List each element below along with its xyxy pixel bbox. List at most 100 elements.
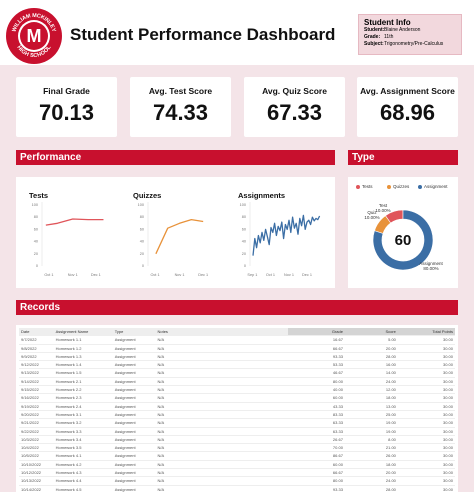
logo-letter: M — [27, 26, 42, 46]
table-cell: Homework 4.5 — [53, 485, 113, 492]
table-cell: Assignment — [112, 344, 156, 353]
table-cell: 30.00 — [397, 485, 455, 492]
table-row: 9/12/2022 Homework 1.4 Assignment N/A 53.33 1… — [19, 360, 455, 370]
table-cell: 30.00 — [397, 443, 455, 453]
table-cell: Assignment — [112, 368, 156, 378]
table-cell: 9/21/2022 — [19, 418, 54, 428]
section-header: Type — [348, 150, 458, 165]
table-cell: 43.33 — [287, 402, 345, 411]
table-cell: 20.00 — [344, 468, 398, 478]
table-cell: 14.00 — [344, 368, 398, 378]
table-cell: 26.67 — [287, 435, 345, 445]
table-cell: Homework 2.4 — [53, 402, 113, 411]
table-cell: 30.00 — [397, 402, 455, 411]
column-header: Grade — [287, 328, 345, 337]
info-label: Subject: — [364, 41, 384, 47]
column-header: Date — [19, 328, 54, 337]
table-cell: N/A — [155, 344, 288, 353]
table-cell: 10/5/2022 — [19, 451, 54, 461]
table-cell: N/A — [155, 385, 288, 395]
table-cell: 25.00 — [344, 410, 398, 420]
table-cell: Homework 3.1 — [53, 410, 113, 420]
section-header: Records — [16, 300, 458, 315]
table-cell: Assignment — [112, 393, 156, 403]
info-field: Student:Blaine Anderson — [364, 27, 456, 34]
table-cell: 66.67 — [287, 468, 345, 478]
table-cell: Assignment — [112, 460, 156, 470]
table-row: 9/13/2022 Homework 1.5 Assignment N/A 46.67 1… — [19, 368, 455, 378]
table-cell: N/A — [155, 418, 288, 428]
table-cell: Assignment — [112, 335, 156, 345]
school-logo: WILLIAM MCKINLEY HIGH SCHOOL M — [6, 8, 62, 64]
table-cell: N/A — [155, 451, 288, 461]
table-row: 9/22/2022 Homework 3.3 Assignment N/A 63.33 1… — [19, 427, 455, 436]
table-cell: Assignment — [112, 451, 156, 461]
table-cell: 80.00 — [287, 377, 345, 387]
table-row: 10/12/2022 Homework 4.3 Assignment N/A 66.67… — [19, 468, 455, 478]
table-cell: 5.00 — [344, 335, 398, 345]
table-cell: 30.00 — [397, 385, 455, 395]
table-cell: 19.00 — [344, 418, 398, 428]
table-cell: Homework 3.2 — [53, 418, 113, 428]
table-cell: Assignment — [112, 352, 156, 362]
table-row: 9/7/2022 Homework 1.1 Assignment N/A 16.67 5.… — [19, 335, 455, 345]
page-title: Student Performance Dashboard — [70, 25, 336, 44]
table-cell: 18.00 — [344, 460, 398, 470]
table-row: 9/19/2022 Homework 2.4 Assignment N/A 43.33 1… — [19, 402, 455, 411]
info-label: Student: — [364, 27, 385, 33]
table-cell: Assignment — [112, 485, 156, 492]
table-cell: Homework 4.4 — [53, 476, 113, 486]
table-row: 10/13/2022 Homework 4.4 Assignment N/A 80.00… — [19, 476, 455, 486]
table-row: 10/10/2022 Homework 4.2 Assignment N/A 60.00… — [19, 460, 455, 470]
table-cell: 19.00 — [344, 427, 398, 436]
table-row: 10/3/2022 Homework 3.4 Assignment N/A 26.67 8… — [19, 435, 455, 445]
table-cell: Assignment — [112, 476, 156, 486]
table-cell: Assignment — [112, 360, 156, 370]
table-cell: Assignment — [112, 443, 156, 453]
table-cell: Homework 3.3 — [53, 427, 113, 436]
table-cell: 10/3/2022 — [19, 435, 54, 445]
table-cell: Assignment — [112, 385, 156, 395]
table-cell: 40.00 — [287, 385, 345, 395]
table-cell: 9/13/2022 — [19, 368, 54, 378]
table-cell: Homework 2.3 — [53, 393, 113, 403]
table-cell: N/A — [155, 476, 288, 486]
table-cell: Homework 1.3 — [53, 352, 113, 362]
kpi-label: Avg. Assignment Score — [360, 86, 455, 96]
kpi-value: 74.33 — [152, 100, 209, 125]
table-cell: 63.33 — [287, 427, 345, 436]
kpi-label: Avg. Test Score — [148, 86, 213, 96]
info-title: Student Info — [364, 18, 411, 27]
table-row: 10/4/2022 Homework 3.5 Assignment N/A 70.00 2… — [19, 443, 455, 453]
table-cell: 10/13/2022 — [19, 476, 54, 486]
kpi-card: Final Grade 70.13 — [16, 77, 117, 137]
table-cell: N/A — [155, 360, 288, 370]
table-cell: 9/14/2022 — [19, 377, 54, 387]
table-cell: 70.00 — [287, 443, 345, 453]
kpi-label: Final Grade — [43, 86, 90, 96]
table-cell: Assignment — [112, 402, 156, 411]
table-cell: N/A — [155, 352, 288, 362]
table-cell: 10/4/2022 — [19, 443, 54, 453]
table-cell: N/A — [155, 427, 288, 436]
info-value: Blaine Anderson — [384, 27, 421, 33]
table-cell: 9/20/2022 — [19, 410, 54, 420]
table-cell: 13.00 — [344, 402, 398, 411]
info-field: Grade: 11th — [364, 34, 456, 41]
column-header: Score — [344, 328, 398, 337]
table-cell: N/A — [155, 468, 288, 478]
kpi-value: 67.33 — [266, 100, 323, 125]
table-cell: 83.33 — [287, 410, 345, 420]
table-cell: 30.00 — [397, 368, 455, 378]
table-cell: Assignment — [112, 427, 156, 436]
table-cell: 9/19/2022 — [19, 402, 54, 411]
table-cell: N/A — [155, 393, 288, 403]
table-cell: 86.67 — [287, 451, 345, 461]
table-cell: 21.00 — [344, 443, 398, 453]
info-label: Grade: — [364, 34, 381, 40]
table-cell: 18.00 — [344, 393, 398, 403]
records-panel: Date Assignment Name Type Notes Grade Score To… — [16, 325, 458, 492]
kpi-card: Avg. Test Score 74.33 — [130, 77, 231, 137]
column-header: Total Points — [397, 328, 455, 337]
table-cell: N/A — [155, 402, 288, 411]
